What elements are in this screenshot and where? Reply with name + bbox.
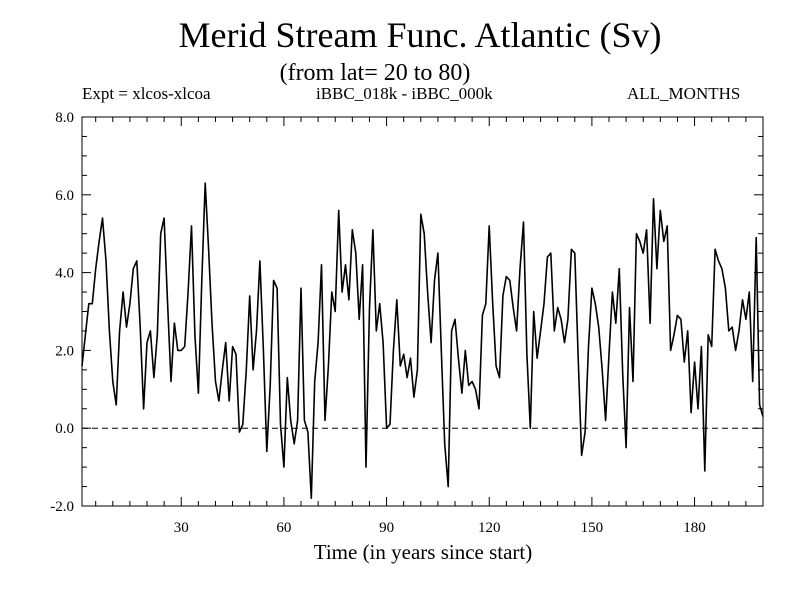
x-axis-label: Time (in years since start) <box>313 540 533 564</box>
y-tick-label: 6.0 <box>55 188 74 204</box>
series-label: iBBC_018k - iBBC_000k <box>316 84 493 103</box>
y-tick-label: 4.0 <box>55 266 74 282</box>
y-tick-label: 2.0 <box>55 343 74 359</box>
x-tick-label: 150 <box>581 520 604 536</box>
experiment-label: Expt = xlcos-xlcoa <box>82 84 211 103</box>
x-tick-label: 30 <box>174 520 189 536</box>
x-tick-label: 120 <box>478 520 501 536</box>
x-tick-label: 180 <box>683 520 706 536</box>
axis-ticks <box>82 116 764 507</box>
x-tick-label: 60 <box>276 520 291 536</box>
y-tick-label: -2.0 <box>50 499 74 515</box>
months-label: ALL_MONTHS <box>627 84 741 103</box>
y-tick-label: 8.0 <box>55 110 74 126</box>
series-line <box>81 182 764 500</box>
axis-tick-labels: 30 60 90 120 150 180 -2.0 0.0 2.0 4.0 6.0 8.0 <box>50 110 706 536</box>
plot-frame <box>81 116 764 507</box>
chart-subtitle: (from lat= 20 to 80) <box>279 60 471 86</box>
x-tick-label: 90 <box>379 520 394 536</box>
chart-title: Merid Stream Func. Atlantic (Sv) <box>178 15 662 55</box>
y-tick-label: 0.0 <box>55 421 74 437</box>
